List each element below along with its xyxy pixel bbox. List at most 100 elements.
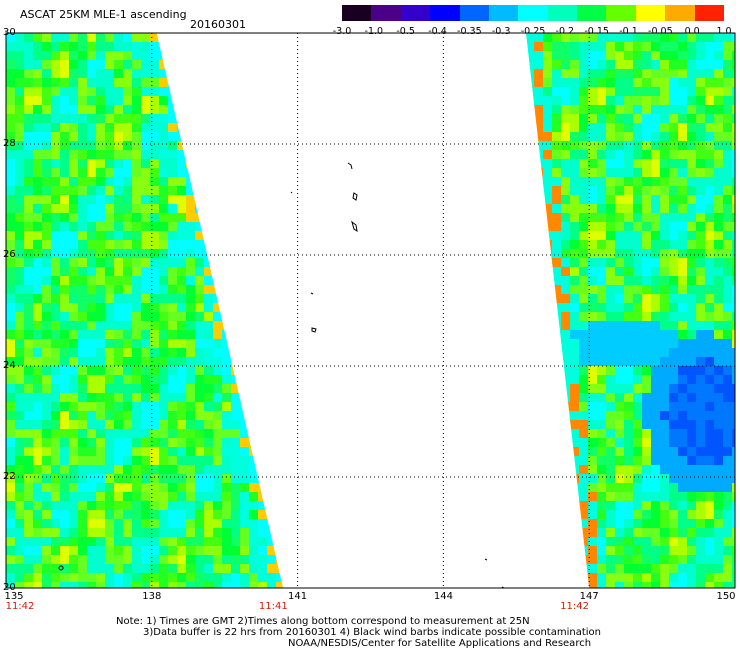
data-cell — [615, 312, 625, 322]
data-cell — [240, 123, 250, 133]
data-cell — [195, 366, 205, 376]
data-cell — [624, 384, 634, 394]
data-cell — [186, 501, 196, 511]
data-cell — [285, 492, 295, 502]
data-cell — [231, 528, 241, 538]
data-cell — [651, 321, 661, 331]
data-cell — [588, 456, 598, 466]
data-cell — [204, 105, 214, 115]
data-cell — [597, 195, 607, 205]
data-cell — [723, 132, 733, 142]
data-cell — [132, 375, 142, 385]
data-cell — [516, 564, 526, 574]
data-cell — [150, 258, 160, 268]
data-cell — [186, 582, 196, 588]
data-cell — [678, 573, 688, 583]
data-cell — [141, 276, 151, 286]
data-cell — [588, 123, 598, 133]
data-cell — [588, 231, 598, 241]
data-cell — [87, 375, 97, 385]
data-cell — [588, 249, 598, 259]
data-cell — [705, 240, 715, 250]
data-cell — [633, 393, 643, 403]
data-cell — [186, 573, 196, 583]
data-cell — [570, 492, 580, 502]
data-cell — [231, 213, 241, 223]
data-cell — [222, 375, 232, 385]
data-cell — [696, 429, 706, 439]
data-cell — [723, 456, 733, 466]
data-cell — [141, 267, 151, 277]
data-cell — [552, 438, 562, 448]
data-cell — [526, 222, 535, 232]
data-cell — [150, 303, 160, 313]
data-cell — [687, 51, 697, 61]
data-cell — [285, 276, 295, 286]
data-cell — [552, 51, 562, 61]
data-cell — [615, 204, 625, 214]
data-cell — [285, 528, 295, 538]
data-cell — [633, 222, 643, 232]
data-cell — [633, 186, 643, 196]
data-cell — [204, 447, 214, 457]
data-cell — [24, 204, 34, 214]
data-cell — [561, 285, 571, 295]
data-cell — [723, 213, 733, 223]
data-cell — [723, 159, 733, 169]
data-cell — [123, 573, 133, 583]
data-cell — [15, 429, 25, 439]
data-cell — [526, 375, 535, 385]
data-cell — [24, 330, 34, 340]
data-cell — [258, 222, 268, 232]
data-cell — [723, 51, 733, 61]
data-cell — [606, 546, 616, 556]
data-cell — [267, 537, 277, 547]
data-cell — [240, 168, 250, 178]
data-cell — [168, 132, 178, 142]
data-cell — [6, 483, 16, 493]
data-cell — [15, 33, 25, 43]
data-cell — [240, 42, 250, 52]
data-cell — [6, 384, 16, 394]
data-cell — [534, 492, 544, 502]
data-cell — [687, 573, 697, 583]
data-cell — [24, 42, 34, 52]
data-cell — [687, 420, 697, 430]
data-cell — [651, 519, 661, 529]
data-cell — [516, 78, 526, 88]
data-cell — [222, 483, 232, 493]
data-cell — [42, 267, 52, 277]
data-cell — [732, 240, 735, 250]
data-cell — [267, 96, 277, 106]
data-cell — [687, 312, 697, 322]
data-cell — [705, 78, 715, 88]
data-cell — [678, 411, 688, 421]
data-cell — [570, 447, 580, 457]
data-cell — [543, 123, 553, 133]
data-cell — [732, 555, 735, 565]
data-cell — [60, 546, 70, 556]
data-cell — [276, 186, 284, 196]
data-cell — [60, 294, 70, 304]
data-cell — [606, 492, 616, 502]
data-cell — [579, 249, 589, 259]
data-cell — [141, 564, 151, 574]
data-cell — [678, 195, 688, 205]
data-cell — [543, 483, 553, 493]
data-cell — [240, 366, 250, 376]
data-cell — [15, 42, 25, 52]
data-cell — [168, 285, 178, 295]
data-cell — [606, 195, 616, 205]
data-cell — [6, 528, 16, 538]
data-cell — [42, 447, 52, 457]
data-cell — [615, 285, 625, 295]
data-cell — [714, 240, 724, 250]
data-cell — [696, 537, 706, 547]
data-cell — [561, 573, 571, 583]
data-cell — [222, 186, 232, 196]
data-cell — [204, 384, 214, 394]
data-cell — [552, 519, 562, 529]
data-cell — [204, 519, 214, 529]
data-cell — [186, 447, 196, 457]
data-cell — [526, 87, 535, 97]
